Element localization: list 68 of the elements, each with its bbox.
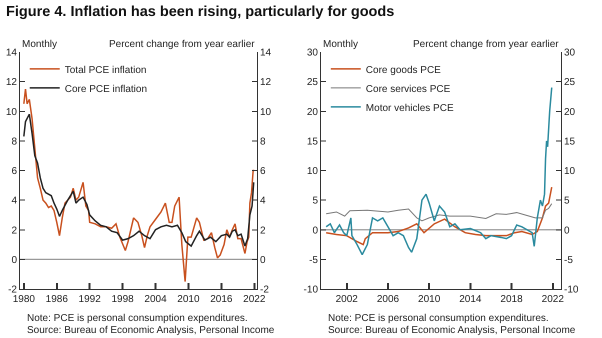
- legend-label: Total PCE inflation: [64, 64, 146, 76]
- text: Monthly: [22, 39, 58, 50]
- x-tick-label: 2010: [418, 294, 441, 305]
- y-tick-label: 8: [11, 136, 18, 148]
- source-note: Source: Bureau of Economic Analysis, Personal Income: [328, 325, 576, 336]
- y-tick-label: 12: [6, 77, 18, 88]
- y2-tick-label: -2: [260, 284, 270, 296]
- x-tick-label: 1992: [78, 294, 102, 305]
- text: Percent change from year earlier: [109, 39, 256, 50]
- line-series: [325, 186, 552, 246]
- legend-label: Motor vehicles PCE: [366, 102, 454, 114]
- y-tick-label: 4: [11, 196, 18, 207]
- y2-tick-label: 0: [564, 225, 570, 236]
- y-tick-label: 0: [11, 254, 18, 266]
- y2-tick-label: 12: [260, 77, 272, 88]
- text: Percent change from year earlier: [413, 39, 560, 50]
- text: Note: PCE is personal consumption expenditures.: [328, 313, 549, 324]
- x-tick-label: 2006: [376, 294, 400, 305]
- line-series: [325, 86, 552, 256]
- y-tick-label: -2: [8, 284, 18, 296]
- x-tick-label: 2004: [144, 294, 168, 305]
- y-tick-label: 10: [306, 166, 318, 177]
- y-tick-label: 15: [306, 136, 318, 148]
- y2-tick-label: 8: [260, 136, 266, 148]
- y-tick-label: 0: [312, 225, 318, 236]
- x-tick-label: 1998: [111, 294, 134, 305]
- y2-tick-label: -5: [564, 254, 574, 266]
- y-tick-label: 6: [11, 166, 18, 177]
- text: Monthly: [323, 39, 358, 50]
- x-tick-label: 1980: [12, 294, 36, 305]
- x-tick-label: 1986: [46, 294, 68, 305]
- y-tick-label: 20: [306, 106, 318, 118]
- y2-tick-label: 20: [564, 106, 576, 118]
- y2-tick-label: 0: [260, 254, 266, 266]
- y-tick-label: 30: [306, 48, 318, 58]
- y2-tick-label: 10: [260, 106, 272, 118]
- legend-label: Core services PCE: [366, 84, 451, 95]
- y-tick-label: 5: [312, 196, 318, 207]
- y-tick-label: 25: [306, 77, 318, 88]
- y2-tick-label: 25: [564, 77, 576, 88]
- y2-tick-label: 4: [260, 196, 266, 207]
- y2-tick-label: 30: [564, 48, 576, 58]
- x-tick-label: 2002: [336, 294, 358, 305]
- y2-tick-label: 5: [564, 196, 570, 207]
- legend-label: Core goods PCE: [366, 64, 442, 76]
- line-series: [326, 203, 552, 222]
- text: Note: PCE is personal consumption expenditures.: [27, 313, 248, 324]
- x-tick-label: 2022: [243, 294, 266, 305]
- line-series: [23, 113, 254, 247]
- x-tick-label: 2014: [459, 294, 482, 305]
- y2-tick-label: 15: [564, 136, 576, 148]
- y-tick-label: 2: [11, 225, 18, 236]
- source-note: Source: Bureau of Economic Analysis, Personal Income: [27, 325, 275, 336]
- y2-tick-label: 2: [260, 225, 266, 236]
- y2-tick-label: -10: [564, 284, 579, 296]
- y-tick-label: 10: [6, 106, 18, 118]
- y-tick-label: 14: [6, 48, 18, 58]
- y2-tick-label: 10: [564, 166, 576, 177]
- y2-tick-label: 6: [260, 166, 266, 177]
- y-tick-label: -10: [304, 284, 318, 296]
- x-tick-label: 2022: [542, 294, 564, 305]
- legend-label: Core PCE inflation: [64, 84, 148, 95]
- x-tick-label: 2016: [210, 294, 233, 305]
- x-tick-label: 2010: [177, 294, 200, 305]
- y2-tick-label: 14: [260, 48, 272, 58]
- chart-title: Figure 4. Inflation has been rising, particularly for goods: [6, 4, 394, 20]
- y-tick-label: -5: [309, 254, 318, 266]
- x-tick-label: 2018: [500, 294, 524, 305]
